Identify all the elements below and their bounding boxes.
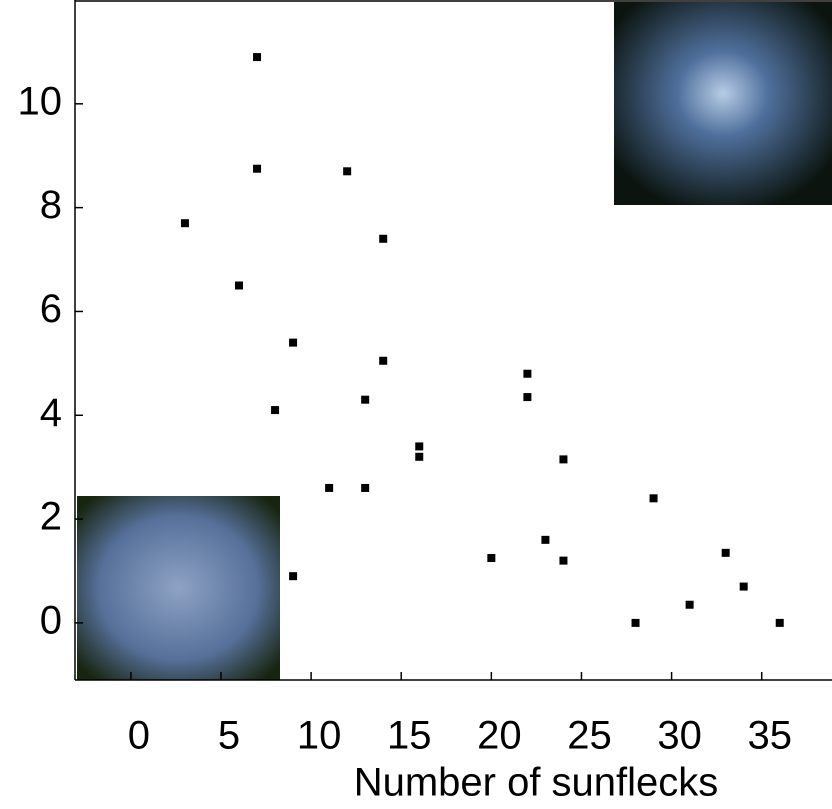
point [379, 234, 388, 243]
point [523, 393, 532, 402]
point [523, 369, 532, 378]
x-tick-label: 35 [747, 714, 792, 758]
point [487, 554, 496, 563]
point [685, 600, 694, 609]
x-tick-label: 10 [297, 714, 342, 758]
point [559, 455, 568, 464]
point [180, 219, 189, 228]
point [271, 406, 280, 415]
x-tick-label: 30 [657, 714, 702, 758]
y-tick-label: 10 [18, 79, 63, 123]
y-tick-label: 0 [40, 598, 62, 642]
point [361, 395, 370, 404]
point [253, 53, 262, 62]
point [343, 167, 352, 176]
x-tick-label: 20 [477, 714, 522, 758]
point [253, 164, 262, 173]
point [559, 556, 568, 565]
point [235, 281, 244, 290]
point [739, 582, 748, 591]
point [379, 356, 388, 365]
y-tick-label: 2 [40, 495, 62, 539]
point [541, 535, 550, 544]
point [721, 548, 730, 557]
x-axis-title: Number of sunflecks [354, 761, 719, 805]
canopy-photo [77, 496, 280, 680]
y-tick-label: 8 [40, 183, 62, 227]
y-tick-label: 4 [40, 391, 62, 435]
point [415, 452, 424, 461]
point [361, 483, 370, 492]
point [289, 338, 298, 347]
y-tick-label: 6 [40, 287, 62, 331]
point [775, 618, 784, 627]
point [649, 494, 658, 503]
x-tick-label: 5 [218, 714, 240, 758]
point [325, 483, 334, 492]
canopy-photo [614, 2, 832, 205]
x-tick-label: 25 [567, 714, 612, 758]
point [415, 442, 424, 451]
point [289, 572, 298, 581]
point [631, 618, 640, 627]
x-tick-label: 15 [387, 714, 432, 758]
x-tick-label: 0 [128, 714, 150, 758]
